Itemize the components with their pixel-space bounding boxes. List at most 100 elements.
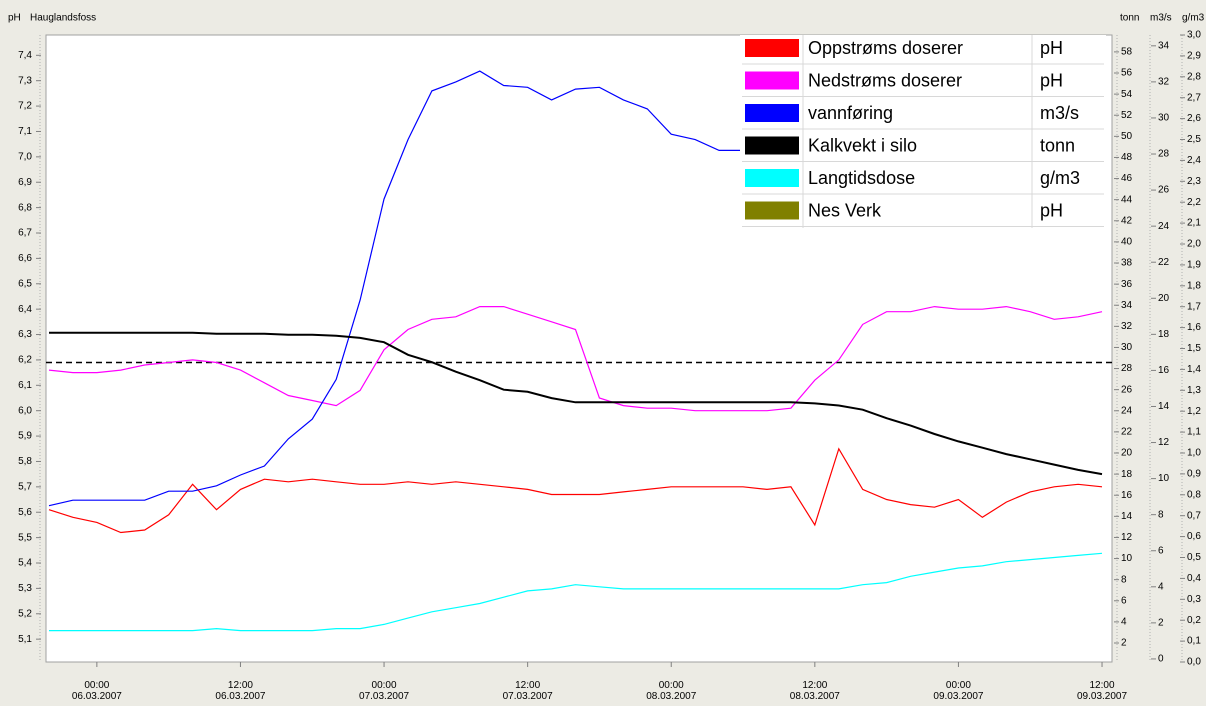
- y3-tick-label: 0: [1158, 654, 1164, 665]
- y3-tick-label: 4: [1158, 581, 1164, 592]
- y-tick-label: 7,3: [18, 75, 32, 86]
- y-tick-label: 6,0: [18, 405, 32, 416]
- y4-tick-label: 1,2: [1187, 406, 1201, 417]
- y4-tick-label: 1,4: [1187, 364, 1201, 375]
- y2-tick-label: 46: [1121, 173, 1133, 184]
- y4-tick-label: 2,5: [1187, 134, 1201, 145]
- y2-tick-label: 38: [1121, 258, 1133, 269]
- y4-tick-label: 2,6: [1187, 113, 1201, 124]
- y2-tick-label: 50: [1121, 131, 1133, 142]
- y4-tick-label: 2,1: [1187, 218, 1201, 229]
- y2-tick-label: 22: [1121, 427, 1133, 438]
- legend-swatch: [745, 71, 799, 90]
- y3-tick-label: 18: [1158, 329, 1170, 340]
- y2-tick-label: 42: [1121, 215, 1133, 226]
- y2-tick-label: 18: [1121, 469, 1133, 480]
- x-tick-label: 00:00 07.03.2007: [359, 680, 410, 702]
- y2-tick-label: 24: [1121, 405, 1133, 416]
- y2-tick-label: 6: [1121, 595, 1127, 606]
- legend-label: vannføring: [808, 103, 893, 123]
- y4-tick-label: 0,0: [1187, 657, 1201, 668]
- legend-label: Oppstrøms doserer: [808, 38, 963, 58]
- y2-tick-label: 12: [1121, 532, 1133, 543]
- y2-tick-label: 56: [1121, 68, 1133, 79]
- y4-tick-label: 2,8: [1187, 71, 1201, 82]
- y2-tick-label: 20: [1121, 448, 1133, 459]
- y-tick-label: 6,3: [18, 329, 32, 340]
- y4-tick-label: 2,2: [1187, 197, 1201, 208]
- y2-tick-label: 44: [1121, 194, 1133, 205]
- y4-tick-label: 0,9: [1187, 469, 1201, 480]
- y3-tick-label: 20: [1158, 293, 1170, 304]
- y4-tick-label: 2,0: [1187, 239, 1201, 250]
- y2-tick-label: 52: [1121, 110, 1133, 121]
- y4-tick-label: 0,4: [1187, 573, 1201, 584]
- y-tick-label: 5,7: [18, 481, 32, 492]
- y-tick-label: 7,0: [18, 151, 32, 162]
- y3-tick-label: 16: [1158, 365, 1170, 376]
- y4-tick-label: 2,7: [1187, 92, 1201, 103]
- y4-axis-label: g/m3: [1182, 13, 1205, 24]
- y2-tick-label: 48: [1121, 152, 1133, 163]
- y-tick-label: 5,9: [18, 431, 32, 442]
- y-tick-label: 6,9: [18, 177, 32, 188]
- series-line: [49, 331, 1103, 476]
- legend-unit: tonn: [1040, 135, 1075, 155]
- legend-label: Langtidsdose: [808, 168, 915, 188]
- y4-tick-label: 2,9: [1187, 51, 1201, 62]
- y-tick-label: 5,5: [18, 532, 32, 543]
- y-tick-label: 5,4: [18, 558, 32, 569]
- y2-tick-label: 26: [1121, 384, 1133, 395]
- legend-unit: g/m3: [1040, 168, 1080, 188]
- y2-tick-label: 14: [1121, 511, 1133, 522]
- y4-tick-label: 0,2: [1187, 615, 1201, 626]
- y-tick-label: 6,2: [18, 355, 32, 366]
- y4-tick-label: 0,7: [1187, 510, 1201, 521]
- legend-swatch: [745, 39, 799, 57]
- y3-tick-label: 30: [1158, 113, 1170, 124]
- y4-tick-label: 2,4: [1187, 155, 1201, 166]
- legend-swatch: [745, 136, 799, 155]
- x-tick-label: 00:00 06.03.2007: [71, 680, 122, 702]
- y3-tick-label: 32: [1158, 77, 1170, 88]
- y2-axis-label: tonn: [1120, 13, 1139, 24]
- y2-tick-label: 10: [1121, 553, 1133, 564]
- legend-swatch: [745, 201, 799, 220]
- legend-unit: m3/s: [1040, 103, 1079, 123]
- y-axis-label: pH: [8, 13, 21, 24]
- y2-tick-label: 16: [1121, 490, 1133, 501]
- y2-tick-label: 58: [1121, 47, 1133, 58]
- y4-tick-label: 1,6: [1187, 322, 1201, 333]
- y-tick-label: 6,1: [18, 380, 32, 391]
- x-tick-label: 00:00 09.03.2007: [933, 680, 984, 702]
- y4-tick-label: 0,1: [1187, 636, 1201, 647]
- y3-tick-label: 28: [1158, 149, 1170, 160]
- series-line: [48, 447, 1103, 534]
- legend-label: Kalkvekt i silo: [808, 135, 917, 155]
- x-tick-label: 12:00 08.03.2007: [789, 680, 840, 702]
- y-tick-label: 5,1: [18, 634, 32, 645]
- series-line: [49, 552, 1103, 632]
- y4-tick-label: 1,1: [1187, 427, 1201, 438]
- y3-tick-label: 26: [1158, 185, 1170, 196]
- y2-tick-label: 4: [1121, 617, 1127, 628]
- y3-tick-label: 14: [1158, 401, 1170, 412]
- y-tick-label: 6,8: [18, 202, 32, 213]
- y2-tick-label: 36: [1121, 279, 1133, 290]
- y4-tick-label: 3,0: [1187, 30, 1201, 41]
- y-tick-label: 5,2: [18, 608, 32, 619]
- y4-tick-label: 0,5: [1187, 552, 1201, 563]
- y3-tick-label: 22: [1158, 257, 1170, 268]
- y4-tick-label: 2,3: [1187, 176, 1201, 187]
- y2-tick-label: 30: [1121, 342, 1133, 353]
- y4-tick-label: 0,8: [1187, 489, 1201, 500]
- x-tick-label: 12:00 07.03.2007: [502, 680, 553, 702]
- y-tick-label: 7,4: [18, 50, 32, 61]
- y4-tick-label: 0,3: [1187, 594, 1201, 605]
- y3-tick-label: 12: [1158, 437, 1170, 448]
- y4-tick-label: 0,6: [1187, 531, 1201, 542]
- y4-tick-label: 1,8: [1187, 280, 1201, 291]
- y3-tick-label: 2: [1158, 618, 1164, 629]
